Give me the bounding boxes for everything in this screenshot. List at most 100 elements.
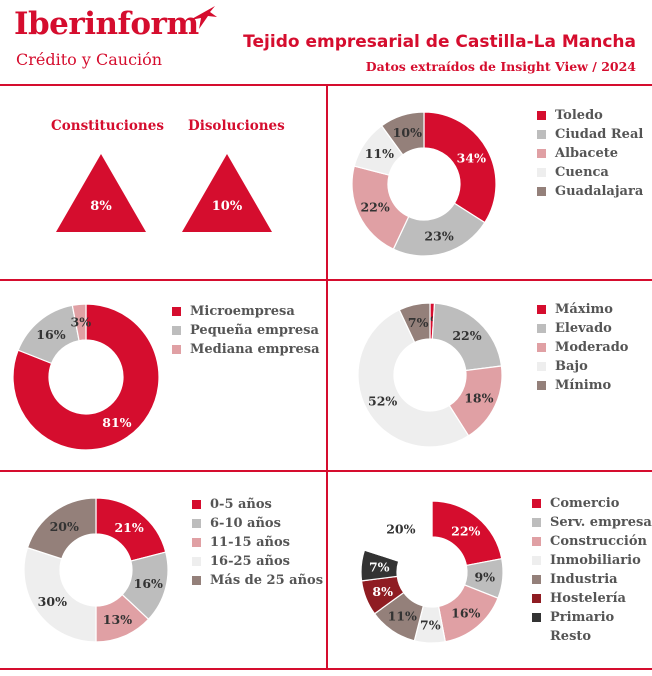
legend-item-mas-de-25-anos: Más de 25 años [192,571,323,590]
data-label-industria: 11% [388,608,417,623]
plane-icon [190,6,217,29]
legend-label: Más de 25 años [210,573,324,588]
data-label-resto: 20% [386,522,415,537]
donut-chart: 81% 16% 3% [12,303,160,451]
risk-donut-panel: 1% 22% 18% 52% 7% Máximo Elevado Moderado Bajo M… [328,281,652,470]
legend-item-maximo: Máximo [537,300,628,319]
legend-swatch [192,519,201,528]
chart-legend: Máximo Elevado Moderado Bajo Mínimo [537,300,628,395]
data-label-albacete: 22% [360,199,389,214]
legend-label: Construcción [550,534,647,549]
slice-mas-de-25-anos [26,497,97,560]
legend-item-0-5-anos: 0-5 años [192,495,323,514]
chart-legend: 0-5 años 6-10 años 11-15 años 16-25 años Más… [192,495,323,590]
legend-label: Cuenca [555,165,609,180]
data-label-bajo: 52% [368,394,397,409]
data-label-pequena-empresa: 16% [36,327,65,342]
age-donut-panel: 21% 16% 13% 30% 20% 0-5 años 6-10 años 11-15 a… [0,472,326,668]
legend-swatch [532,518,541,527]
legend-item-hosteleria: Hostelería [532,589,652,608]
legend-label: Comercio [550,496,620,511]
province-donut-panel: 34% 23% 22% 11% 10% Toledo Ciudad Real Albacet… [328,86,652,279]
legend-item-construccion: Construcción [532,532,652,551]
legend-swatch [192,500,201,509]
brand-subtitle: Crédito y Caución [16,50,163,69]
legend-swatch [532,556,541,565]
legend-label: Toledo [555,108,603,123]
legend-item-bajo: Bajo [537,357,628,376]
legend-swatch [537,187,546,196]
legend-item-toledo: Toledo [537,106,643,125]
legend-item-pequena-empresa: Pequeña empresa [172,321,320,340]
slice-mediana-empresa [71,303,87,342]
data-label-minimo: 7% [408,315,429,330]
legend-label: 6-10 años [210,516,281,531]
legend-label: Mínimo [555,378,612,393]
slice-16-25-anos [23,546,97,643]
brand-logo: Iberinform [14,6,199,42]
donut-chart: 34% 23% 22% 11% 10% [351,111,497,257]
slice-albacete [351,165,410,250]
legend-swatch [537,343,546,352]
data-label-microempresa: 81% [102,415,131,430]
indicator-label: Disoluciones [188,118,285,134]
legend-swatch [537,130,546,139]
constituciones-triangle [56,154,146,232]
legend-swatch [532,499,541,508]
legend-swatch [532,613,541,622]
legend-swatch [532,594,541,603]
sector-donut-panel: 22% 9% 16% 7% 11% 8% 7% 20% Comercio Serv. empre… [328,472,652,668]
legend-item-cuenca: Cuenca [537,163,643,182]
legend-label: 0-5 años [210,497,272,512]
legend-swatch [537,362,546,371]
legend-swatch [192,538,201,547]
legend-item-elevado: Elevado [537,319,628,338]
legend-label: Microempresa [190,304,295,319]
data-label-mas-de-25-anos: 20% [50,519,79,534]
legend-label: Guadalajara [555,184,644,199]
legend-swatch [537,111,546,120]
legend-label: 16-25 años [210,554,290,569]
legend-swatch [172,345,181,354]
data-label-inmobiliario: 7% [420,617,441,632]
legend-label: Primario [550,610,615,625]
data-label-toledo: 34% [457,150,486,165]
donut-chart: 22%9%16%7%11%8%7%20% [360,500,504,644]
disoluciones-triangle [182,154,272,232]
divider [326,84,328,670]
legend-swatch [537,168,546,177]
legend-swatch [192,557,201,566]
data-label-11-15-anos: 13% [103,612,132,627]
legend-label: Serv. empresa [550,515,652,530]
page-title: Tejido empresarial de Castilla-La Mancha [243,32,636,52]
legend-label: Industria [550,572,618,587]
legend-label: Elevado [555,321,612,336]
legend-item-albacete: Albacete [537,144,643,163]
legend-swatch [532,632,541,641]
data-label-cuenca: 11% [365,146,394,161]
indicator-chart: 8% 10% [56,154,272,232]
data-label-guadalajara: 10% [393,125,422,140]
slice-resto [363,500,433,562]
donut-chart: 1%22%18%52%7% [357,302,503,448]
indicator-value: 8% [90,199,112,214]
legend-label: Inmobiliario [550,553,641,568]
legend-swatch [172,326,181,335]
slice-minimo [398,302,431,344]
size-donut-panel: 81% 16% 3% Microempresa Pequeña empresa Medi… [0,281,326,470]
data-label-hosteleria: 8% [372,584,393,599]
chart-legend: Toledo Ciudad Real Albacete Cuenca Guadalaja… [537,106,643,201]
legend-swatch [192,576,201,585]
legend-label: Resto [550,629,592,644]
data-label-elevado: 22% [452,328,481,343]
data-label-mediana-empresa: 3% [71,315,92,330]
legend-label: Bajo [555,359,588,374]
indicator-panel: Constituciones Disoluciones 8% 10% [0,86,326,279]
legend-label: Pequeña empresa [190,323,319,338]
legend-swatch [537,149,546,158]
legend-item-16-25-anos: 16-25 años [192,552,323,571]
slice-bajo [357,309,470,448]
legend-swatch [532,575,541,584]
legend-label: Moderado [555,340,629,355]
legend-item-comercio: Comercio [532,494,652,513]
